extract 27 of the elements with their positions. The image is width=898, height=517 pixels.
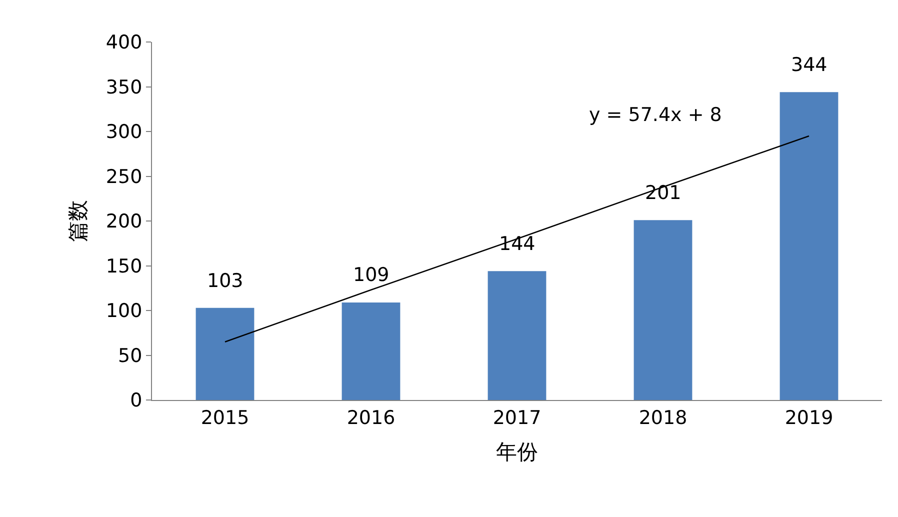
x-tick-label: 2018 xyxy=(638,406,688,429)
x-tick-label: 2017 xyxy=(492,406,542,429)
bar xyxy=(488,271,546,400)
x-tick-label: 2019 xyxy=(784,406,834,429)
data-label: 144 xyxy=(499,233,536,255)
x-tick-label: 2016 xyxy=(346,406,396,429)
y-tick-label: 50 xyxy=(118,344,142,367)
data-label: 103 xyxy=(207,270,244,292)
y-tick-label: 300 xyxy=(106,121,142,144)
data-label: 109 xyxy=(353,264,390,286)
bar xyxy=(634,220,692,400)
y-axis-title: 篇数 xyxy=(66,200,90,242)
x-axis-title: 年份 xyxy=(496,440,538,464)
y-tick-label: 0 xyxy=(130,390,142,412)
y-tick-label: 400 xyxy=(106,32,142,54)
data-label: 201 xyxy=(645,182,682,204)
data-label: 344 xyxy=(791,54,828,76)
y-tick-label: 250 xyxy=(106,166,142,188)
y-tick-label: 200 xyxy=(106,210,142,233)
annotation: y = 57.4x + 8 xyxy=(589,104,722,126)
bar xyxy=(780,92,838,400)
bar xyxy=(196,308,254,400)
y-tick-label: 100 xyxy=(106,300,142,322)
bar xyxy=(342,302,400,400)
y-tick-label: 150 xyxy=(106,255,142,278)
y-tick-label: 350 xyxy=(106,76,142,98)
x-tick-label: 2015 xyxy=(200,406,250,429)
